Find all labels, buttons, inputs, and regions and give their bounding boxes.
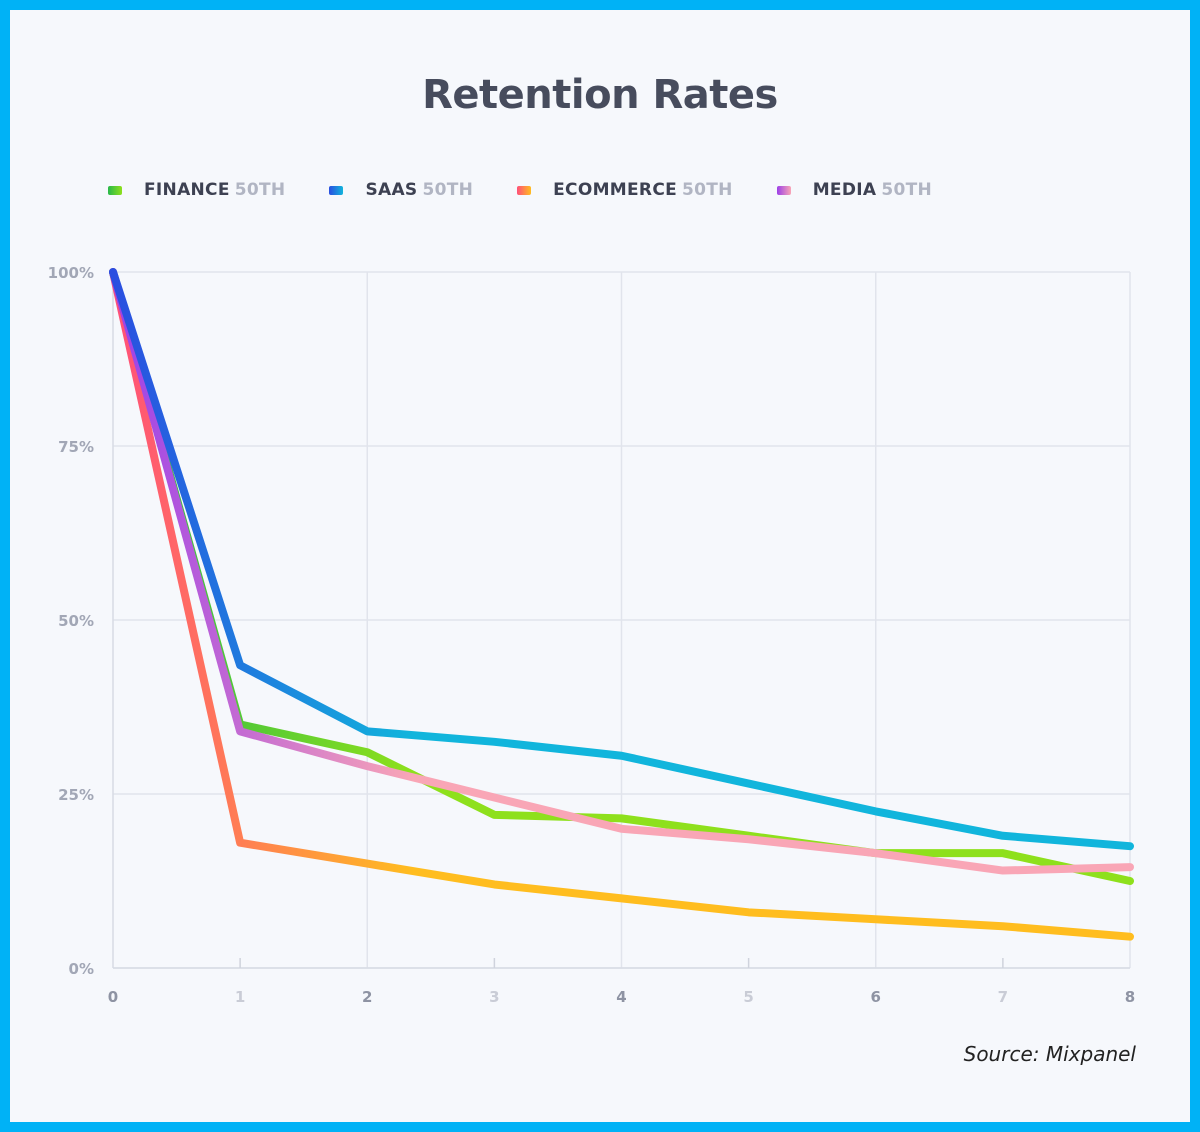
y-tick-label-75: 75%	[58, 438, 94, 456]
x-tick-label-5: 5	[743, 988, 753, 1006]
legend-item-saas[interactable]: SAAS 50TH	[329, 180, 473, 200]
legend-swatch-ecommerce	[517, 185, 532, 195]
legend-label-media: MEDIA	[812, 180, 877, 200]
chart-title: Retention Rates	[422, 72, 778, 118]
x-tick-label-0: 0	[108, 988, 118, 1006]
x-tick-label-3: 3	[489, 988, 499, 1006]
legend-swatch-media	[776, 185, 791, 195]
legend-percentile-ecommerce: 50TH	[682, 180, 733, 200]
y-tick-label-0: 0%	[69, 960, 94, 978]
source-caption: Source: Mixpanel	[963, 1042, 1136, 1066]
legend-label-finance: FINANCE	[144, 180, 230, 200]
legend-item-ecommerce[interactable]: ECOMMERCE 50TH	[517, 180, 733, 200]
y-tick-label-25: 25%	[58, 786, 94, 804]
x-tick-label-7: 7	[998, 988, 1008, 1006]
series-line-media	[109, 268, 1134, 875]
x-tick-label-4: 4	[616, 988, 626, 1006]
legend-item-finance[interactable]: FINANCE 50TH	[108, 180, 285, 200]
x-tick-label-1: 1	[235, 988, 245, 1006]
series-line-ecommerce	[109, 268, 1134, 941]
series-line-saas	[109, 268, 1134, 851]
legend-swatch-saas	[329, 185, 344, 195]
legend: FINANCE 50TH SAAS 50TH ECOMMERCE 50TH ME…	[108, 178, 976, 202]
series-line-finance	[109, 268, 1134, 885]
legend-percentile-saas: 50TH	[422, 180, 474, 200]
legend-percentile-media: 50TH	[881, 180, 933, 200]
legend-label-ecommerce: ECOMMERCE	[553, 180, 678, 200]
y-tick-label-100: 100%	[48, 264, 94, 282]
legend-swatch-finance	[108, 185, 122, 195]
legend-percentile-finance: 50TH	[234, 180, 286, 200]
legend-item-media[interactable]: MEDIA 50TH	[776, 180, 933, 200]
x-tick-label-2: 2	[362, 988, 372, 1006]
legend-label-saas: SAAS	[365, 180, 418, 200]
x-tick-label-8: 8	[1125, 988, 1135, 1006]
y-tick-label-50: 50%	[58, 612, 94, 630]
x-tick-label-6: 6	[871, 988, 881, 1006]
